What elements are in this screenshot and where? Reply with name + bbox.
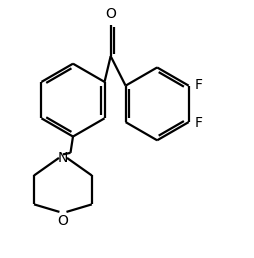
Text: F: F [194, 78, 202, 92]
Text: O: O [57, 214, 68, 228]
Text: F: F [194, 116, 202, 130]
Text: O: O [105, 7, 116, 21]
Text: N: N [58, 151, 68, 165]
